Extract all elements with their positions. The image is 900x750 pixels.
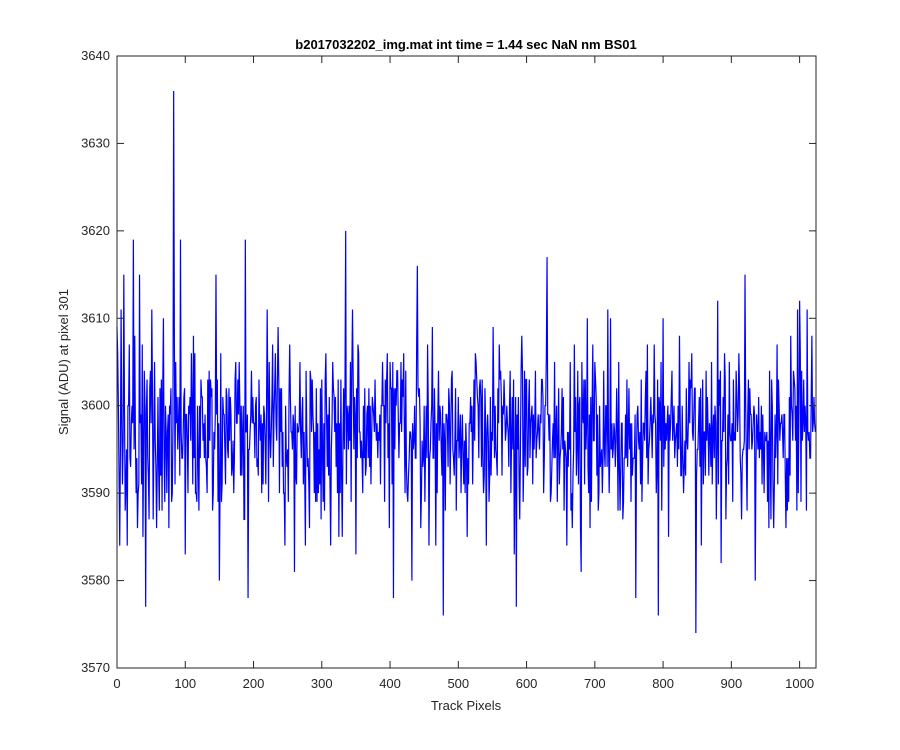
y-tick-label: 3640	[81, 48, 110, 63]
axes-box	[116, 55, 817, 669]
x-tick-label: 200	[243, 676, 265, 691]
x-tick-label: 100	[174, 676, 196, 691]
y-tick-label: 3580	[81, 573, 110, 588]
x-tick-label: 300	[311, 676, 333, 691]
y-tick-label: 3630	[81, 135, 110, 150]
x-tick-label: 400	[379, 676, 401, 691]
y-axis-ticks: 3570 3580 3590 3600 3610 3620 3630 3640	[81, 48, 816, 675]
x-axis-label: Track Pixels	[431, 698, 502, 713]
x-tick-label: 500	[447, 676, 469, 691]
y-axis-label: Signal (ADU) at pixel 301	[56, 289, 71, 435]
x-tick-label: 800	[652, 676, 674, 691]
y-tick-label: 3600	[81, 398, 110, 413]
x-tick-label: 600	[516, 676, 538, 691]
chart-title: b2017032202_img.mat int time = 1.44 sec …	[295, 37, 636, 52]
x-axis-ticks: 0 100 200 300 400 500 600 700 800 900 1000	[113, 56, 814, 691]
plot-area	[117, 56, 816, 668]
signal-series	[116, 90, 816, 634]
x-tick-label: 700	[584, 676, 606, 691]
y-tick-label: 3590	[81, 485, 110, 500]
series-line	[116, 90, 816, 634]
y-tick-label: 3570	[81, 660, 110, 675]
x-tick-label: 900	[721, 676, 743, 691]
y-tick-label: 3620	[81, 223, 110, 238]
x-tick-label: 1000	[785, 676, 814, 691]
x-tick-label: 0	[113, 676, 120, 691]
y-tick-label: 3610	[81, 310, 110, 325]
